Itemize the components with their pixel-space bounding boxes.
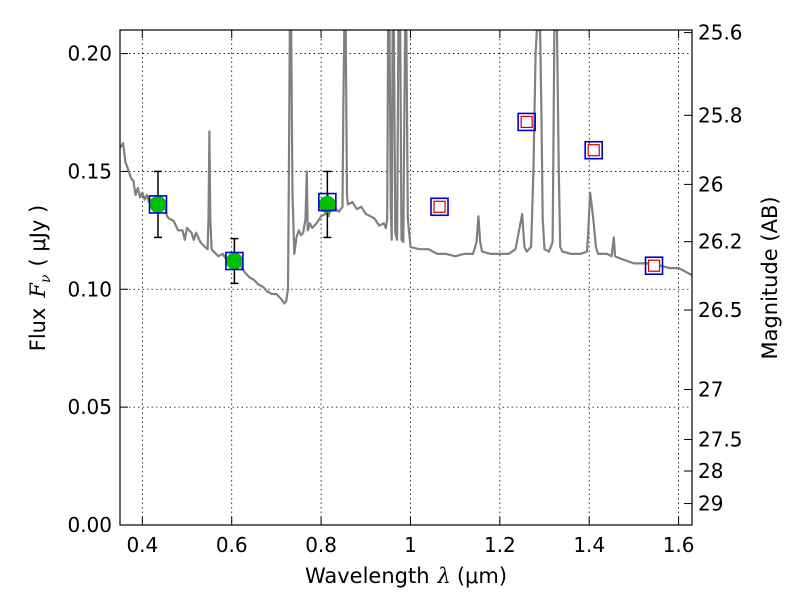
model-phot-square	[225, 251, 244, 271]
right-axis-ticks: 25.6 25.8 26 26.2 26.5 27 27.5 28 29	[684, 21, 743, 516]
right-tick-label: 27.5	[698, 427, 743, 451]
right-tick-label: 25.6	[698, 21, 743, 45]
spectrum-line	[120, 30, 692, 305]
limit-square	[433, 200, 446, 213]
right-tick-label: 28	[698, 459, 723, 483]
x-tick-label: 1	[404, 533, 417, 557]
right-axis-title: Magnitude (AB)	[758, 196, 782, 359]
model-photometry-squares	[148, 112, 664, 276]
y-tick-label: 0.05	[67, 395, 112, 419]
plot-frame	[119, 29, 693, 526]
right-tick-label: 26	[698, 172, 723, 196]
y-axis-title: FluxFν( μJy )	[26, 205, 54, 351]
y-tick-label: 0.20	[67, 42, 112, 66]
right-tick-label: 26.5	[698, 298, 743, 322]
y-tick-label: 0.00	[67, 513, 112, 537]
limit-square	[647, 259, 661, 272]
y-tick-label: 0.15	[67, 159, 112, 183]
model-phot-square	[430, 197, 449, 217]
x-tick-label: 0.4	[126, 533, 158, 557]
model-phot-square	[644, 256, 664, 276]
limit-square	[520, 115, 533, 129]
y-axis-ticks: 0.00 0.05 0.10 0.15 0.20	[67, 42, 128, 537]
x-tick-label: 0.8	[305, 533, 337, 557]
y-tick-label: 0.10	[67, 277, 112, 301]
right-tick-label: 27	[698, 377, 723, 401]
model-phot-square	[517, 112, 536, 132]
model-phot-square	[318, 192, 337, 212]
plot-area	[120, 30, 692, 305]
right-tick-label: 26.2	[698, 230, 743, 254]
x-tick-label: 1.6	[663, 533, 695, 557]
x-tick-label: 0.6	[216, 533, 248, 557]
model-phot-square	[148, 195, 168, 214]
right-tick-label: 25.8	[698, 103, 743, 127]
observed-point	[149, 195, 167, 213]
model-phot-square	[584, 140, 603, 160]
x-axis-ticks: 0.4 0.6 0.8 1 1.2 1.4 1.6	[126, 30, 695, 557]
x-tick-label: 1.4	[573, 533, 605, 557]
right-tick-label: 29	[698, 492, 723, 516]
x-tick-label: 1.2	[484, 533, 516, 557]
limit-square	[587, 144, 600, 157]
model-spectrum	[120, 30, 692, 305]
observed-point	[225, 252, 243, 270]
x-axis-title: Wavelength λ (μm)	[305, 564, 507, 588]
